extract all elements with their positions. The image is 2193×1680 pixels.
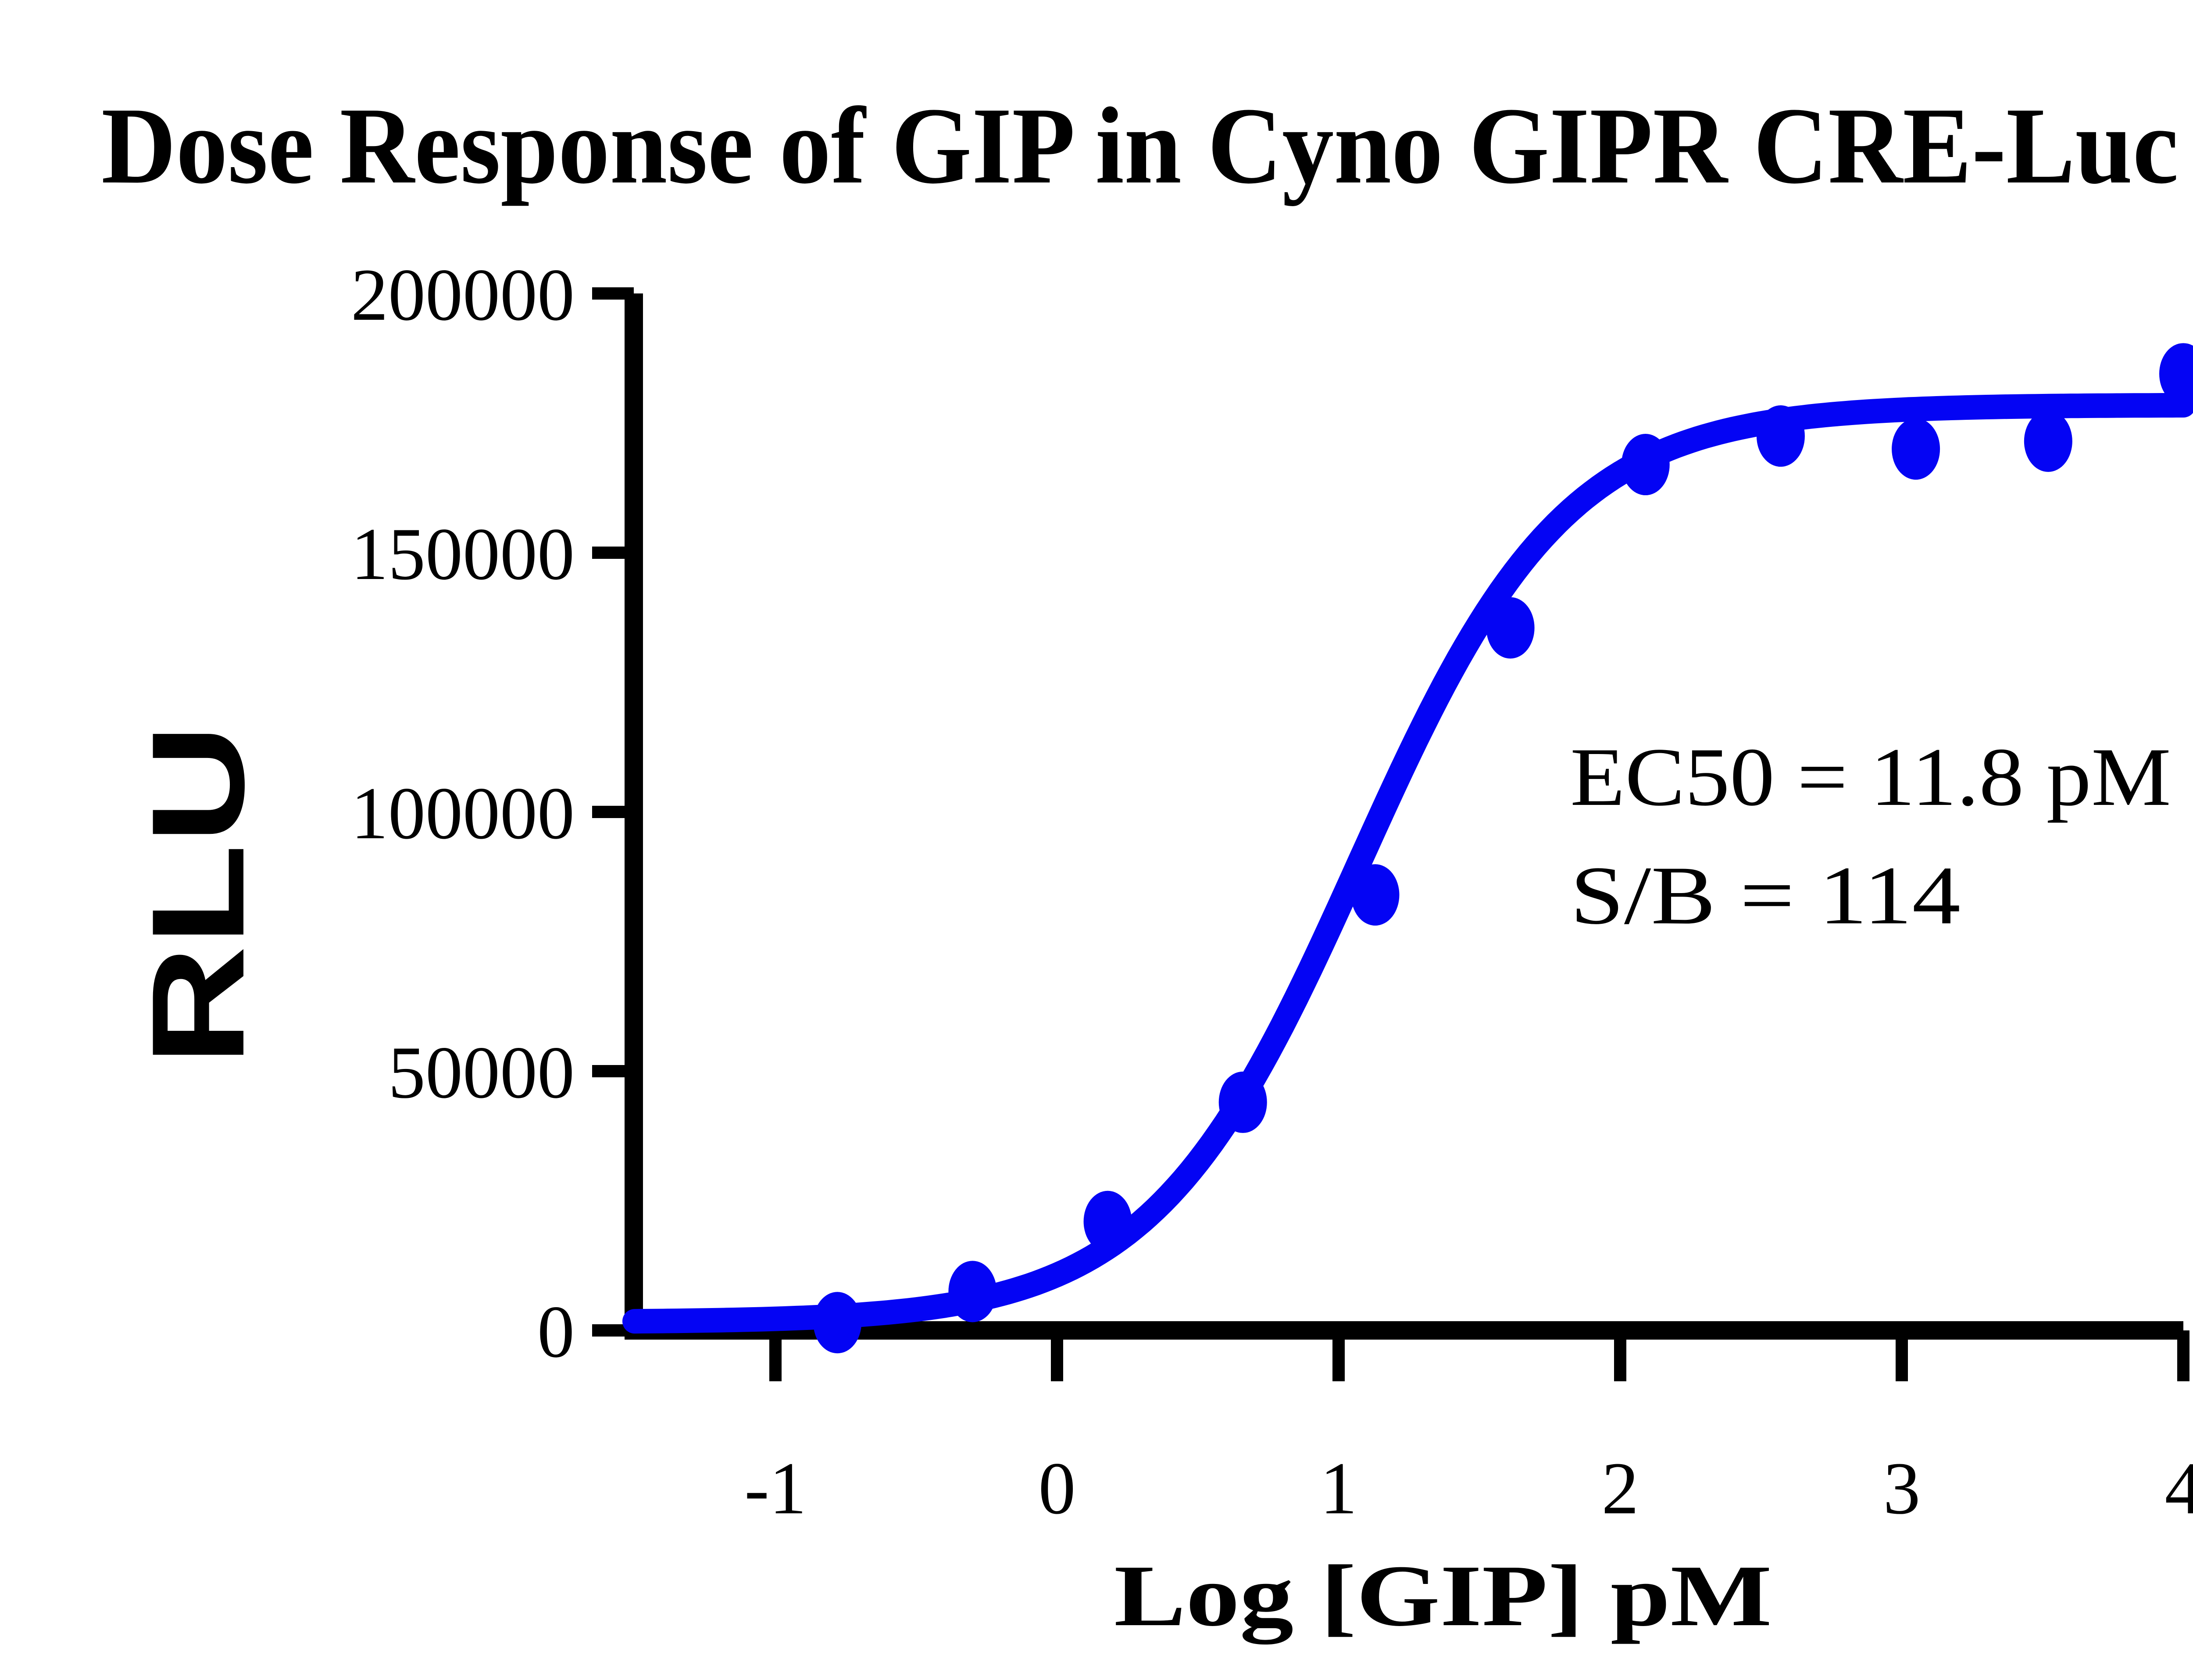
fit-curve-layer bbox=[622, 393, 2193, 1334]
y-axis-title: RLU bbox=[124, 724, 271, 1066]
data-point bbox=[1756, 405, 1805, 467]
data-point bbox=[2024, 410, 2072, 472]
data-point bbox=[2159, 343, 2193, 405]
y-tick-label: 50000 bbox=[388, 1031, 575, 1114]
x-tick-label: 2 bbox=[1602, 1447, 1639, 1530]
x-axis-title: Log [GIP] pM bbox=[1114, 1548, 1772, 1644]
data-point bbox=[813, 1292, 862, 1354]
data-point bbox=[1621, 434, 1670, 496]
annotation-ec50: EC50 = 11.8 pM bbox=[1570, 731, 2171, 823]
annotation-sb: S/B = 114 bbox=[1570, 850, 1961, 942]
data-point bbox=[1083, 1190, 1132, 1252]
y-tick-label: 150000 bbox=[351, 513, 575, 595]
data-point bbox=[1218, 1071, 1267, 1133]
x-tick-label: 1 bbox=[1320, 1447, 1357, 1530]
y-tick-label: 0 bbox=[537, 1290, 575, 1373]
data-point bbox=[1892, 418, 1940, 480]
x-tick-label: 4 bbox=[2165, 1447, 2193, 1530]
x-tick-label: 3 bbox=[1883, 1447, 1921, 1530]
y-tick-label: 100000 bbox=[351, 772, 575, 854]
x-tick-label: 0 bbox=[1039, 1447, 1076, 1530]
data-point bbox=[948, 1261, 997, 1323]
y-tick-label: 200000 bbox=[351, 254, 575, 336]
data-point bbox=[1486, 597, 1535, 659]
axis-ticks bbox=[592, 287, 2189, 1381]
axis-tick-labels: 0 50000 100000 150000 200000 -1 0 1 2 3 4 bbox=[351, 254, 2193, 1530]
data-point bbox=[1351, 864, 1400, 926]
x-tick-label: -1 bbox=[744, 1447, 807, 1530]
chart-title: Dose Response of GIP in Cyno GIPR CRE-Lu… bbox=[101, 85, 2193, 207]
fit-curve bbox=[622, 393, 2193, 1334]
data-points-layer bbox=[813, 343, 2193, 1354]
